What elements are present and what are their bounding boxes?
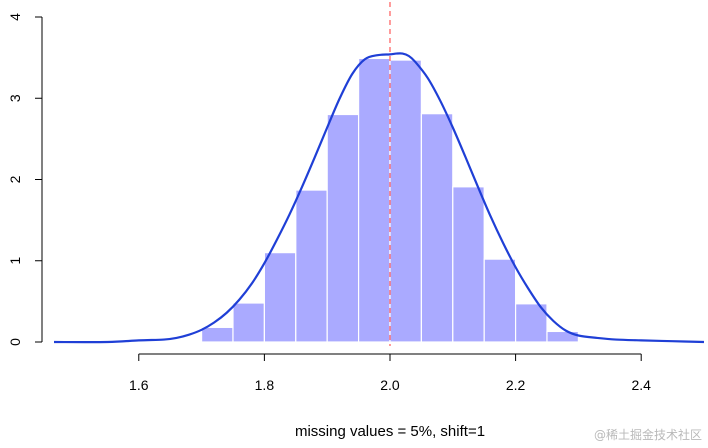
y-tick-label-0: 0 (7, 338, 23, 346)
x-tick-label-1: 1.8 (255, 377, 275, 393)
histogram-bar-0 (200, 326, 234, 343)
density-curve (53, 52, 705, 344)
histogram-bar-9 (483, 258, 517, 343)
x-axis-label: missing values = 5%, shift=1 (295, 423, 485, 440)
x-tick-label-4: 2.4 (631, 377, 651, 393)
histogram-bar-2 (263, 252, 297, 343)
x-axis: 1.6 1.8 2.0 2.2 2.4 (129, 353, 651, 393)
x-tick-label-3: 2.2 (506, 377, 526, 393)
histogram-bars (200, 57, 579, 343)
histogram-bar-6 (389, 59, 422, 343)
x-tick-label-2: 2.0 (380, 377, 400, 393)
y-tick-label-3: 3 (7, 94, 23, 102)
x-tick-label-0: 1.6 (129, 377, 149, 393)
histogram-bar-7 (420, 113, 454, 343)
histogram-bar-4 (326, 113, 360, 343)
y-axis: 0 1 2 3 4 (7, 13, 43, 346)
watermark: @稀土掘金技术社区 (593, 428, 702, 442)
density-curve-group (53, 52, 705, 344)
histogram-bar-1 (232, 302, 265, 343)
y-tick-label-4: 4 (7, 13, 23, 21)
y-tick-label-2: 2 (7, 175, 23, 183)
histogram-bar-3 (295, 189, 328, 343)
histogram-bar-8 (452, 186, 485, 343)
histogram-bar-5 (357, 57, 391, 343)
y-tick-label-1: 1 (7, 257, 23, 265)
histogram-bar-10 (514, 303, 548, 343)
histogram-bar-11 (546, 330, 579, 343)
